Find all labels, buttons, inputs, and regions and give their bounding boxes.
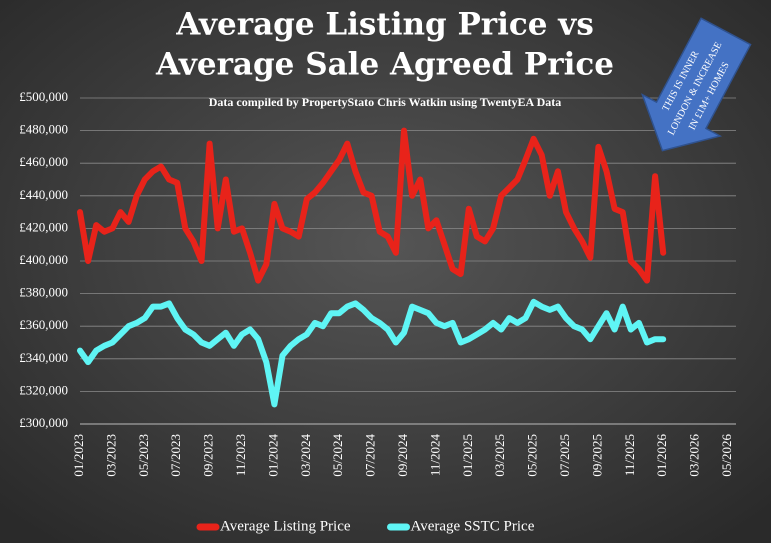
x-tick-label: 01/2026 xyxy=(654,434,669,477)
x-tick-label: 01/2023 xyxy=(71,434,86,477)
y-tick-label: £380,000 xyxy=(19,285,68,300)
data-line xyxy=(77,127,667,284)
x-tick-label: 05/2024 xyxy=(330,434,345,477)
legend-label: Average SSTC Price xyxy=(411,518,535,534)
y-tick-label: £500,000 xyxy=(19,89,68,104)
x-tick-label: 05/2023 xyxy=(136,434,151,477)
arrow-shape xyxy=(641,17,752,152)
x-tick-label: 09/2024 xyxy=(395,434,410,477)
x-tick-label: 05/2026 xyxy=(719,434,734,477)
x-tick-label: 11/2024 xyxy=(427,434,442,477)
chart-title: Average Listing Price vs xyxy=(175,7,594,43)
y-tick-label: £420,000 xyxy=(19,219,68,234)
x-tick-label: 03/2024 xyxy=(298,434,313,477)
x-tick-label: 07/2023 xyxy=(168,434,183,477)
y-tick-label: £400,000 xyxy=(19,252,68,267)
x-tick-label: 01/2025 xyxy=(460,434,475,477)
x-tick-label: 01/2024 xyxy=(265,434,280,477)
x-tick-label: 03/2025 xyxy=(492,434,507,477)
x-tick-label: 11/2025 xyxy=(622,434,637,476)
y-tick-label: £360,000 xyxy=(19,317,68,332)
y-tick-label: £440,000 xyxy=(19,187,68,202)
x-tick-label: 09/2025 xyxy=(589,434,604,477)
x-tick-label: 05/2025 xyxy=(525,434,540,477)
x-tick-label: 11/2023 xyxy=(233,434,248,476)
y-tick-label: £300,000 xyxy=(19,415,68,430)
x-tick-label: 03/2026 xyxy=(687,434,702,477)
chart-subtitle: Data compiled by PropertyStato Chris Wat… xyxy=(209,95,561,109)
x-tick-label: 03/2023 xyxy=(103,434,118,477)
legend-label: Average Listing Price xyxy=(220,518,351,534)
y-tick-label: £460,000 xyxy=(19,154,68,169)
data-line xyxy=(77,298,667,408)
y-tick-label: £480,000 xyxy=(19,122,68,137)
x-tick-label: 07/2025 xyxy=(557,434,572,477)
y-tick-label: £340,000 xyxy=(19,350,68,365)
chart-title: Average Sale Agreed Price xyxy=(155,47,614,83)
y-tick-label: £320,000 xyxy=(19,382,68,397)
x-tick-label: 09/2023 xyxy=(201,434,216,477)
x-tick-label: 07/2024 xyxy=(363,434,378,477)
